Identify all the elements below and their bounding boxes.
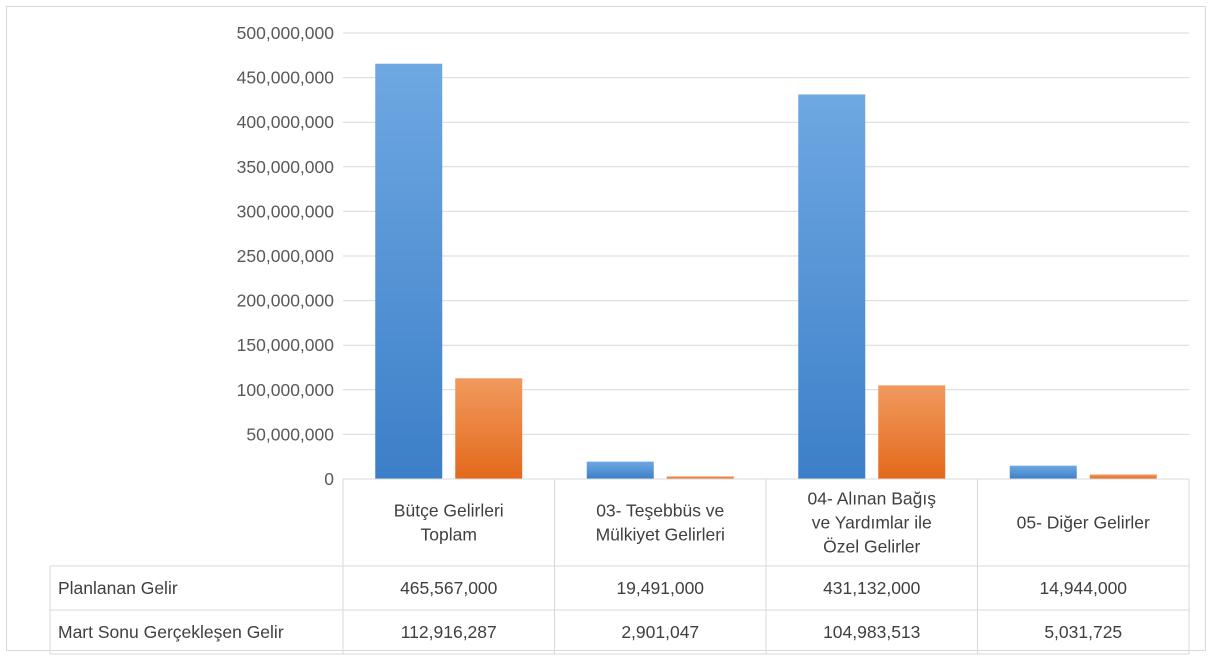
table-value-cell: 5,031,725 <box>1044 622 1122 642</box>
table-value-cell: 104,983,513 <box>823 622 920 642</box>
category-label-line: Özel Gelirler <box>823 537 920 557</box>
category-label: 03- Teşebbüs ve Mülkiyet Gelirleri <box>596 501 725 545</box>
category-label: 05- Diğer Gelirler <box>1017 513 1150 533</box>
table-series-name: Mart Sonu Gerçekleşen Gelir <box>58 622 284 642</box>
bar-series-1-cat-3 <box>1089 474 1157 479</box>
bar-series-1-cat-2 <box>878 385 946 479</box>
bar-series-1-cat-0 <box>455 378 523 479</box>
y-tick-label: 400,000,000 <box>237 112 335 132</box>
chart-frame <box>6 6 1206 651</box>
bar-series-1-cat-1 <box>666 476 734 479</box>
y-tick-label: 100,000,000 <box>237 380 335 400</box>
category-label-line: 04- Alınan Bağış <box>808 489 937 509</box>
y-tick-label: 300,000,000 <box>237 201 335 221</box>
category-label-line: Mülkiyet Gelirleri <box>596 525 725 545</box>
y-tick-label: 500,000,000 <box>237 23 335 43</box>
y-tick-label: 150,000,000 <box>237 335 335 355</box>
y-tick-label: 200,000,000 <box>237 291 335 311</box>
table-value-cell: 431,132,000 <box>823 578 921 598</box>
y-tick-label: 350,000,000 <box>237 157 335 177</box>
category-label-line: ve Yardımlar ile <box>812 513 932 533</box>
y-tick-label: 250,000,000 <box>237 246 335 266</box>
bar-series-0-cat-0 <box>375 63 443 480</box>
table-value-cell: 465,567,000 <box>400 578 498 598</box>
category-label-line: 03- Teşebbüs ve <box>596 501 724 521</box>
bar-series-0-cat-2 <box>798 94 866 479</box>
bar-series-0-cat-1 <box>586 461 654 479</box>
y-tick-label: 450,000,000 <box>237 68 335 88</box>
table-value-cell: 2,901,047 <box>621 622 699 642</box>
category-label: Bütçe Gelirleri Toplam <box>394 501 504 545</box>
table-value-cell: 19,491,000 <box>616 578 704 598</box>
bar-series-0-cat-3 <box>1009 465 1077 479</box>
y-tick-label: 0 <box>324 469 334 489</box>
table-series-name: Planlanan Gelir <box>58 578 178 598</box>
y-tick-label: 50,000,000 <box>246 424 334 444</box>
category-label: 04- Alınan Bağış ve Yardımlar ile Özel Gel… <box>808 489 937 557</box>
category-label-line: Bütçe Gelirleri <box>394 501 504 521</box>
category-label-line: Toplam <box>421 525 477 545</box>
table-value-cell: 112,916,287 <box>401 622 497 642</box>
category-label-line: 05- Diğer Gelirler <box>1017 513 1150 533</box>
table-value-cell: 14,944,000 <box>1039 578 1127 598</box>
